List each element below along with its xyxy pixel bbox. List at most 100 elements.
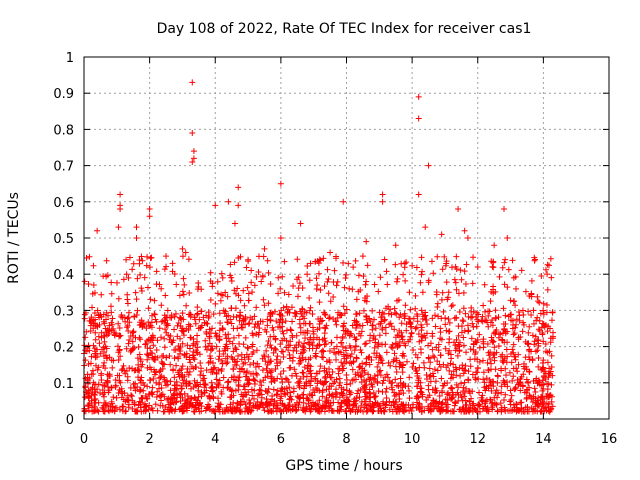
data-point: [215, 381, 222, 388]
data-point: [525, 341, 532, 348]
data-point: [277, 341, 284, 348]
data-point: [300, 329, 307, 336]
data-point: [82, 334, 89, 341]
data-point: [164, 314, 171, 321]
data-point: [509, 377, 516, 384]
data-point: [501, 259, 508, 266]
data-point: [383, 349, 390, 356]
data-point: [158, 285, 165, 292]
data-point: [482, 387, 489, 394]
data-point: [100, 402, 107, 409]
data-point: [388, 344, 395, 351]
data-point: [343, 401, 350, 408]
data-point: [326, 405, 333, 412]
chart-title: Day 108 of 2022, Rate Of TEC Index for r…: [157, 21, 532, 37]
data-point: [265, 337, 272, 344]
data-point: [502, 330, 509, 337]
data-point: [347, 380, 354, 387]
data-point: [171, 374, 178, 381]
data-point: [287, 338, 294, 345]
data-point: [445, 390, 452, 397]
data-point: [213, 343, 220, 350]
data-point: [144, 253, 151, 260]
data-point: [218, 291, 225, 298]
data-point: [518, 267, 525, 274]
data-point: [382, 401, 389, 408]
data-point: [506, 369, 513, 376]
data-point: [498, 383, 505, 390]
data-point: [260, 404, 267, 411]
data-point: [224, 359, 231, 366]
data-point: [164, 396, 171, 403]
data-point: [307, 408, 314, 415]
data-point: [333, 321, 340, 328]
data-point: [286, 351, 293, 358]
data-point: [544, 286, 551, 293]
data-point: [495, 334, 502, 341]
data-point: [290, 347, 297, 354]
data-point: [433, 405, 440, 412]
data-point: [208, 384, 215, 391]
data-point: [493, 314, 500, 321]
data-point: [315, 403, 322, 410]
data-point: [525, 308, 532, 315]
data-point: [285, 378, 292, 385]
data-point: [516, 312, 523, 319]
data-point: [338, 406, 345, 413]
data-point: [215, 356, 222, 363]
data-point: [539, 329, 546, 336]
data-point: [101, 383, 108, 390]
data-point: [249, 392, 256, 399]
data-point: [467, 356, 474, 363]
data-point: [245, 256, 252, 263]
data-point: [87, 360, 94, 367]
data-point: [357, 407, 364, 414]
data-point: [401, 340, 408, 347]
data-point: [453, 372, 460, 379]
data-point: [81, 315, 88, 322]
data-point: [501, 379, 508, 386]
data-point: [279, 313, 286, 320]
data-point: [278, 376, 285, 383]
data-point: [329, 407, 336, 414]
data-point: [406, 387, 413, 394]
data-point: [250, 376, 257, 383]
data-point: [245, 345, 252, 352]
data-point: [159, 353, 166, 360]
data-point: [528, 293, 535, 300]
data-point: [165, 395, 172, 402]
data-point: [299, 391, 306, 398]
data-point: [429, 370, 436, 377]
data-point: [330, 294, 337, 301]
data-point: [216, 327, 223, 334]
data-point: [312, 258, 319, 265]
data-point: [245, 389, 252, 396]
data-point: [426, 365, 433, 372]
data-point: [334, 314, 341, 321]
data-point: [325, 397, 332, 404]
data-point: [117, 206, 124, 213]
data-point: [158, 385, 165, 392]
data-point: [408, 330, 415, 337]
data-point: [359, 253, 366, 260]
data-point: [299, 343, 306, 350]
data-point: [126, 337, 133, 344]
data-point: [374, 400, 381, 407]
data-point: [530, 307, 537, 314]
data-point: [281, 258, 288, 265]
data-point: [442, 321, 449, 328]
data-point: [381, 317, 388, 324]
data-point: [517, 399, 524, 406]
data-point: [187, 311, 194, 318]
data-point: [434, 358, 441, 365]
data-point: [294, 293, 301, 300]
data-point: [147, 296, 154, 303]
data-point: [379, 360, 386, 367]
data-point: [138, 253, 145, 260]
data-point: [217, 320, 224, 327]
data-point: [283, 405, 290, 412]
data-point: [423, 330, 430, 337]
data-point: [516, 317, 523, 324]
data-point: [98, 334, 105, 341]
data-point: [322, 312, 329, 319]
